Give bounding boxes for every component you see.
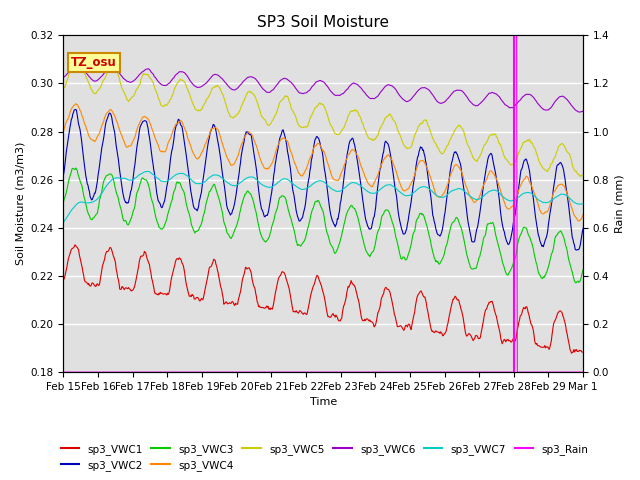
Legend: sp3_VWC1, sp3_VWC2, sp3_VWC3, sp3_VWC4, sp3_VWC5, sp3_VWC6, sp3_VWC7, sp3_Rain: sp3_VWC1, sp3_VWC2, sp3_VWC3, sp3_VWC4, … bbox=[56, 439, 593, 475]
Title: SP3 Soil Moisture: SP3 Soil Moisture bbox=[257, 15, 389, 30]
Y-axis label: Soil Moisture (m3/m3): Soil Moisture (m3/m3) bbox=[15, 142, 25, 265]
Y-axis label: Rain (mm): Rain (mm) bbox=[615, 174, 625, 233]
X-axis label: Time: Time bbox=[310, 397, 337, 408]
Text: TZ_osu: TZ_osu bbox=[71, 56, 117, 69]
